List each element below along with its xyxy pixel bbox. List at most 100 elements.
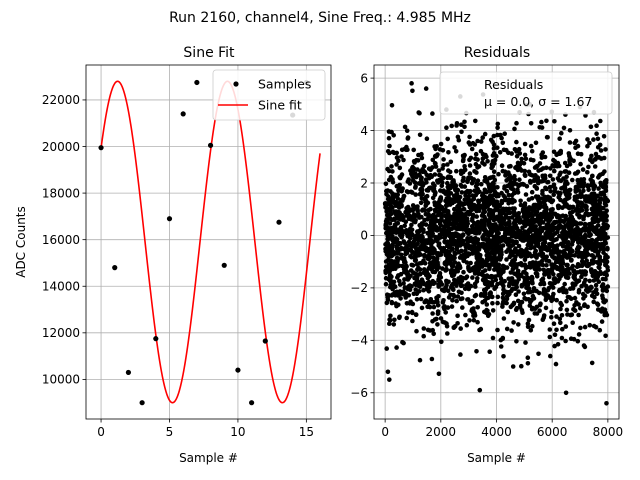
residual-point xyxy=(472,188,478,193)
residual-point xyxy=(550,266,556,271)
residual-point xyxy=(399,233,405,238)
residual-point xyxy=(441,163,446,168)
residual-point xyxy=(595,209,600,215)
residual-point xyxy=(556,252,561,258)
residual-point xyxy=(599,283,605,289)
residual-point xyxy=(548,232,553,238)
residual-point xyxy=(510,249,515,255)
residual-point xyxy=(456,197,461,203)
residual-point xyxy=(468,260,473,266)
sample-point xyxy=(262,338,268,344)
residual-point xyxy=(423,198,429,204)
residual-point xyxy=(476,224,482,229)
residual-point xyxy=(423,222,429,227)
residual-point xyxy=(430,300,435,305)
residual-point xyxy=(387,143,392,149)
residual-point xyxy=(423,245,429,250)
residual-point xyxy=(430,111,435,116)
residual-point xyxy=(472,313,478,318)
residual-point xyxy=(479,291,484,297)
residual-point xyxy=(444,321,449,326)
residual-point xyxy=(388,261,393,267)
residual-point xyxy=(415,229,421,234)
residual-point xyxy=(525,217,530,223)
residual-point xyxy=(392,290,398,296)
residual-point xyxy=(534,186,540,191)
residual-point xyxy=(544,118,549,124)
residual-point xyxy=(550,207,555,212)
residual-point xyxy=(523,340,528,345)
residual-point xyxy=(401,255,407,261)
residual-point xyxy=(498,212,503,217)
residual-outlier-point xyxy=(510,364,516,369)
residual-point xyxy=(560,205,565,210)
residual-point xyxy=(402,223,408,229)
residual-point xyxy=(513,292,519,298)
residual-point xyxy=(482,298,488,304)
residual-point xyxy=(564,255,570,260)
residual-point xyxy=(462,164,467,169)
residual-point xyxy=(506,150,511,156)
residual-point xyxy=(416,110,422,115)
residual-point xyxy=(605,245,610,251)
residual-point xyxy=(401,340,406,346)
residual-point xyxy=(526,317,532,323)
residual-point xyxy=(431,304,437,310)
sample-point xyxy=(249,400,255,406)
residual-point xyxy=(598,148,604,153)
residual-point xyxy=(469,198,474,203)
residual-point xyxy=(480,135,486,140)
residual-point xyxy=(525,289,531,295)
residual-point xyxy=(432,172,438,177)
residual-point xyxy=(555,256,561,262)
residual-point xyxy=(395,196,401,201)
residual-point xyxy=(463,248,468,253)
residual-point xyxy=(567,140,573,145)
residual-point xyxy=(515,190,521,195)
residual-point xyxy=(543,185,548,191)
residual-point xyxy=(413,213,419,218)
residual-point xyxy=(534,178,540,184)
residual-point xyxy=(588,124,594,130)
residual-point xyxy=(467,209,472,215)
residual-point xyxy=(536,198,541,204)
residual-point xyxy=(418,192,424,197)
residual-point xyxy=(409,244,414,249)
residual-point xyxy=(511,220,517,226)
residual-point xyxy=(475,138,480,144)
residual-point xyxy=(561,239,567,245)
residual-point xyxy=(435,322,440,327)
residual-point xyxy=(558,320,563,326)
legend-samples-label: Samples xyxy=(258,77,311,92)
residual-point xyxy=(496,171,501,177)
residual-point xyxy=(575,143,581,149)
residual-point xyxy=(466,251,471,256)
residual-point xyxy=(394,221,399,226)
residual-point xyxy=(509,215,515,220)
residual-point xyxy=(424,136,430,141)
residual-point xyxy=(603,252,608,258)
residual-point xyxy=(466,266,471,271)
residual-point xyxy=(447,222,452,227)
residual-point xyxy=(479,181,484,187)
residual-point xyxy=(504,296,510,302)
residual-point xyxy=(506,197,512,203)
residual-point xyxy=(530,237,535,242)
sine-fit-panel: Sine Fit 0 5 10 15 10000 12000 14000 16000 18000… xyxy=(14,45,332,465)
residual-point xyxy=(413,184,418,189)
sine-fit-y-tick-label: 10000 xyxy=(42,373,80,387)
residual-point xyxy=(566,231,571,236)
residual-point xyxy=(427,233,432,238)
residual-point xyxy=(433,164,439,169)
residual-point xyxy=(422,254,427,259)
residual-point xyxy=(385,292,390,298)
residual-point xyxy=(438,207,444,212)
residual-point xyxy=(543,293,549,299)
residual-point xyxy=(545,179,551,185)
residual-point xyxy=(469,224,475,229)
residual-point xyxy=(404,270,409,275)
residual-point xyxy=(394,183,400,189)
residual-point xyxy=(565,196,571,201)
residual-point xyxy=(525,324,531,330)
residual-point xyxy=(430,319,435,324)
